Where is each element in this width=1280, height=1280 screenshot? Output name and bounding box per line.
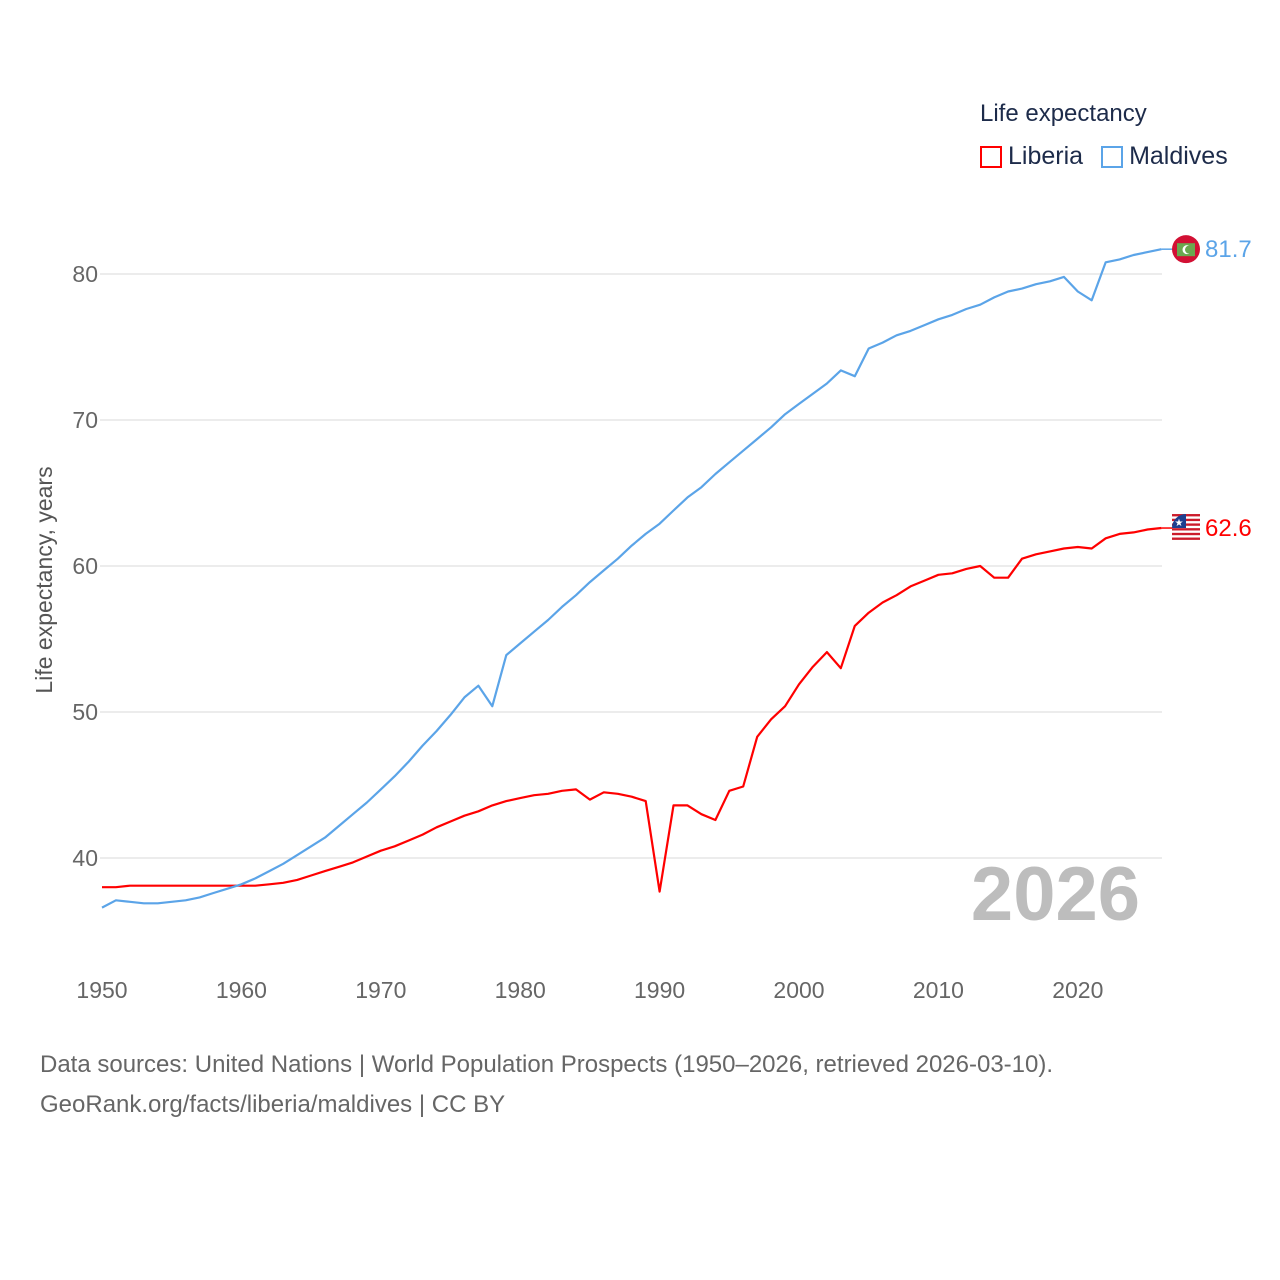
legend-item-liberia[interactable]: Liberia — [980, 142, 1083, 171]
y-tick-label: 60 — [72, 553, 98, 579]
flag-star: ★ — [1175, 518, 1184, 529]
y-tick-label: 80 — [72, 261, 98, 287]
x-tick-label: 1960 — [216, 977, 267, 1003]
x-tick-label: 1990 — [634, 977, 685, 1003]
legend-item-maldives[interactable]: Maldives — [1101, 142, 1228, 171]
x-tick-label: 2020 — [1052, 977, 1103, 1003]
flag-canton — [1172, 514, 1186, 529]
end-value-label-maldives: 81.7 — [1205, 236, 1252, 263]
legend-title: Life expectancy — [980, 100, 1147, 127]
x-tick-label: 2000 — [773, 977, 824, 1003]
series-line-maldives — [101, 248, 1162, 909]
x-tick-label: 1970 — [355, 977, 406, 1003]
y-tick-label: 50 — [72, 699, 98, 725]
legend: Liberia Maldives — [980, 142, 1228, 171]
y-tick-label: 40 — [72, 845, 98, 871]
flag-stripe — [1172, 532, 1200, 536]
legend-label: Maldives — [1129, 142, 1228, 170]
x-tick-label: 2010 — [913, 977, 964, 1003]
source-line-2: GeoRank.org/facts/liberia/maldives | CC … — [40, 1091, 506, 1118]
y-axis-label: Life expectancy, years — [31, 466, 57, 693]
source-note: Data sources: United Nations | World Pop… — [40, 1045, 1053, 1125]
series-line-liberia — [102, 526, 1162, 893]
legend-swatch-liberia — [980, 145, 1002, 168]
x-tick-label: 1950 — [76, 977, 127, 1003]
end-value-label-liberia: 62.6 — [1205, 515, 1252, 542]
year-watermark: 2026 — [971, 852, 1140, 937]
y-tick-label: 70 — [72, 407, 98, 433]
flag-crescent-cut — [1185, 245, 1193, 254]
flag-stripe — [1172, 537, 1200, 540]
x-tick-label: 1980 — [495, 977, 546, 1003]
legend-swatch-maldives — [1101, 145, 1124, 168]
source-line-1: Data sources: United Nations | World Pop… — [40, 1051, 1054, 1078]
flag-stripe — [1172, 528, 1200, 531]
legend-label: Liberia — [1008, 142, 1084, 170]
